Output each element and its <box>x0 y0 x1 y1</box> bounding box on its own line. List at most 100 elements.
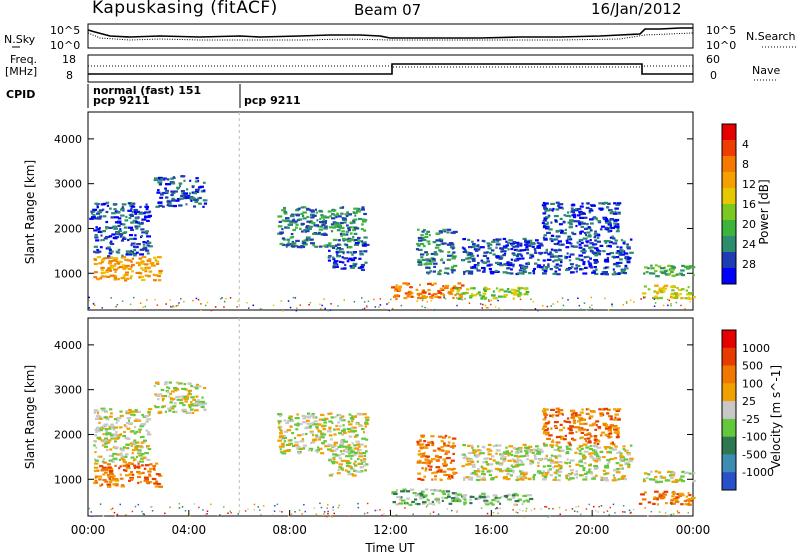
velocity-cell <box>321 433 327 436</box>
power-speckle <box>567 299 569 301</box>
velocity-cell <box>338 463 343 466</box>
power-cell <box>467 272 473 275</box>
velocity-cell <box>177 382 183 385</box>
velocity-cell <box>502 477 508 480</box>
velocity-cell <box>333 433 337 436</box>
power-cell <box>291 236 295 239</box>
power-cell <box>143 212 146 215</box>
velocity-cell <box>521 470 524 473</box>
velocity-cell <box>122 459 126 462</box>
power-cell <box>344 218 348 222</box>
velocity-cell <box>158 410 163 413</box>
power-speckle <box>101 307 103 309</box>
velocity-cell <box>609 428 612 431</box>
velocity-cell <box>560 449 565 452</box>
power-cell <box>446 258 451 261</box>
power-cell <box>606 256 610 260</box>
power-cell <box>334 222 340 225</box>
power-cell <box>140 221 144 224</box>
power-cell <box>473 264 478 267</box>
velocity-cell <box>531 451 535 454</box>
velocity-cell <box>579 437 582 440</box>
power-cell <box>603 218 609 221</box>
power-cell <box>182 197 187 200</box>
velocity-cell <box>424 467 428 470</box>
velocity-cell <box>534 455 537 458</box>
velocity-speckle <box>650 510 653 513</box>
power-cell <box>117 278 120 281</box>
velocity-cell <box>439 470 442 473</box>
velocity-cell <box>130 462 134 465</box>
velocity-speckle <box>141 510 143 513</box>
power-cell <box>114 263 117 266</box>
power-colorbar-tick-label: 28 <box>742 258 756 271</box>
velocity-cell <box>603 407 608 410</box>
power-cell <box>688 265 693 268</box>
velocity-speckle <box>319 502 321 505</box>
power-cell <box>346 240 352 243</box>
power-cell <box>446 243 451 246</box>
velocity-cell <box>134 446 137 449</box>
velocity-speckle <box>429 512 432 515</box>
power-cell <box>105 235 110 239</box>
velocity-cell <box>613 431 617 434</box>
velocity-cell <box>338 457 342 460</box>
velocity-cell <box>347 473 352 476</box>
power-cell <box>534 262 538 265</box>
power-cell <box>604 273 609 276</box>
velocity-cell <box>545 454 548 457</box>
velocity-colorbar-tick-label: 500 <box>742 360 763 373</box>
power-cell <box>142 246 147 249</box>
velocity-cell <box>133 419 138 422</box>
velocity-cell <box>545 433 550 436</box>
velocity-cell <box>331 462 336 465</box>
power-cell <box>166 204 170 207</box>
velocity-cell <box>536 471 539 475</box>
velocity-cell <box>583 450 589 453</box>
velocity-cell <box>316 450 319 454</box>
power-cell <box>555 230 559 233</box>
velocity-cell <box>143 467 147 470</box>
velocity-cell <box>441 470 447 473</box>
velocity-cell <box>502 460 506 463</box>
velocity-cell <box>451 437 457 440</box>
power-cell <box>126 251 129 255</box>
velocity-cell <box>141 423 146 426</box>
velocity-cell <box>432 449 437 452</box>
power-cell <box>508 239 514 242</box>
power-cell <box>277 215 283 218</box>
power-cell <box>463 272 466 275</box>
velocity-speckle <box>494 507 497 510</box>
velocity-cell <box>435 466 441 469</box>
cpid-row: CPID normal (fast) 151 pcp 9211 pcp 9211 <box>6 84 301 108</box>
velocity-speckle <box>288 515 290 517</box>
power-cell <box>451 271 454 274</box>
power-cell <box>599 244 604 247</box>
velocity-cell <box>425 459 431 462</box>
freq-line <box>88 63 693 75</box>
velocity-cell <box>349 430 352 433</box>
power-cell <box>446 228 452 231</box>
power-cell <box>539 266 544 269</box>
power-cell <box>509 272 514 275</box>
velocity-cell <box>339 416 343 419</box>
velocity-speckle <box>512 509 514 511</box>
power-cell <box>615 203 620 206</box>
power-cell <box>543 224 547 227</box>
power-cell <box>609 224 612 227</box>
velocity-cell <box>338 432 343 435</box>
velocity-cell <box>593 438 598 441</box>
power-cell <box>358 210 361 213</box>
velocity-colorbar-tick-label: -25 <box>742 413 760 426</box>
velocity-cell <box>453 471 458 474</box>
velocity-cell <box>542 470 545 473</box>
power-region-3 <box>89 202 99 220</box>
power-cell <box>421 258 427 262</box>
velocity-cell <box>421 461 427 464</box>
power-cell <box>138 212 144 215</box>
power-cell <box>335 251 340 254</box>
power-cell <box>398 285 402 288</box>
power-cell <box>195 188 200 191</box>
velocity-cell <box>392 501 396 504</box>
power-cell <box>571 209 574 212</box>
